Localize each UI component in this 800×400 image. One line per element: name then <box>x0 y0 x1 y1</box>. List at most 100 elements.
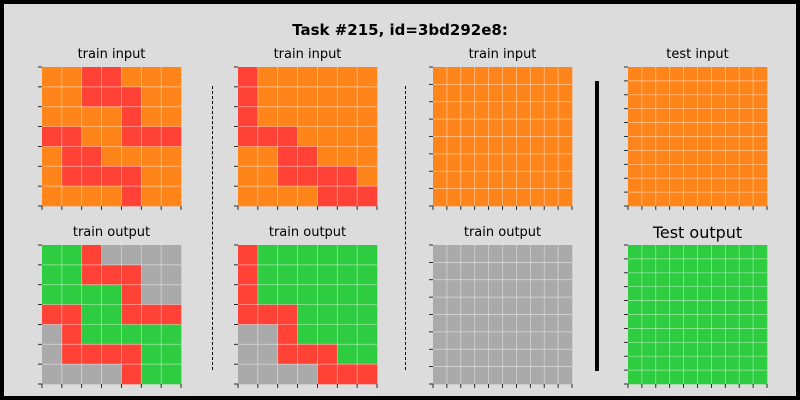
grid-cell <box>460 297 475 315</box>
grid-cell <box>161 106 182 127</box>
grid-cell <box>725 370 740 385</box>
grid-cell <box>121 344 142 365</box>
grid-cell <box>297 67 318 88</box>
grid-cell <box>530 153 545 172</box>
grid-cell <box>669 342 684 357</box>
grid-cell <box>61 106 83 127</box>
grid-cell <box>502 171 517 189</box>
grid-cell <box>558 366 573 385</box>
grid-cell <box>655 356 670 371</box>
grid-cell <box>81 126 102 147</box>
grid-cell <box>697 94 712 109</box>
grid-cell <box>317 264 338 286</box>
grid-cell <box>81 245 102 266</box>
grid-cell <box>516 188 531 207</box>
grid-cell <box>725 314 740 329</box>
grid-cell <box>516 119 531 137</box>
grid-cell <box>683 136 698 151</box>
pair-1-output-label: train output <box>72 225 151 240</box>
grid-cell <box>277 146 298 167</box>
grid-cell <box>725 150 740 165</box>
grid-cell <box>558 136 573 155</box>
grid-cell <box>121 324 142 345</box>
grid-cell <box>739 245 754 260</box>
grid-cell <box>446 119 462 137</box>
grid-cell <box>697 80 712 96</box>
grid-cell <box>739 328 754 343</box>
grid-cell <box>628 342 643 357</box>
grid-cell <box>161 264 182 286</box>
grid-cell <box>61 264 83 286</box>
test-output-grid <box>624 244 768 388</box>
grid-cell <box>725 122 740 137</box>
grid-cell <box>317 304 338 325</box>
grid-cell <box>101 364 122 385</box>
grid-cell <box>683 164 698 179</box>
grid-cell <box>337 264 358 286</box>
grid-cell <box>641 67 657 82</box>
grid-cell <box>516 331 531 350</box>
grid-cell <box>628 314 643 329</box>
grid-svg <box>429 244 573 388</box>
grid-cell <box>141 344 162 365</box>
grid-cell <box>81 344 102 365</box>
grid-cell <box>297 166 318 187</box>
grid-cell <box>669 136 684 151</box>
grid-cell <box>141 126 162 147</box>
grid-cell <box>641 245 657 260</box>
grid-cell <box>558 101 573 120</box>
grid-cell <box>697 370 712 385</box>
grid-cell <box>725 258 740 274</box>
grid-cell <box>739 80 754 96</box>
grid-cell <box>460 119 475 137</box>
grid-cell <box>628 150 643 165</box>
grid-cell <box>683 80 698 96</box>
grid-cell <box>628 370 643 385</box>
grid-cell <box>655 136 670 151</box>
grid-cell <box>739 342 754 357</box>
grid-cell <box>655 80 670 96</box>
grid-cell <box>544 297 559 315</box>
grid-cell <box>446 136 462 155</box>
grid-cell <box>238 364 259 385</box>
grid-cell <box>628 272 643 287</box>
grid-cell <box>433 262 448 281</box>
grid-cell <box>357 186 378 207</box>
grid-cell <box>711 122 726 137</box>
grid-cell <box>558 67 573 85</box>
grid-cell <box>530 331 545 350</box>
grid-cell <box>655 67 670 82</box>
grid-cell <box>42 364 63 385</box>
grid-cell <box>357 344 378 365</box>
grid-cell <box>683 150 698 165</box>
grid-cell <box>544 153 559 172</box>
grid-cell <box>42 245 63 266</box>
grid-cell <box>121 126 142 147</box>
grid-cell <box>628 178 643 193</box>
grid-cell <box>753 245 768 260</box>
grid-cell <box>711 328 726 343</box>
grid-cell <box>121 146 142 167</box>
grid-cell <box>711 356 726 371</box>
grid-cell <box>655 108 670 123</box>
grid-cell <box>337 126 358 147</box>
grid-cell <box>739 178 754 193</box>
grid-cell <box>257 324 279 345</box>
grid-cell <box>257 67 279 88</box>
grid-cell <box>655 314 670 329</box>
grid-cell <box>697 286 712 301</box>
grid-cell <box>641 314 657 329</box>
grid-cell <box>697 67 712 82</box>
grid-cell <box>277 304 298 325</box>
grid-cell <box>488 366 503 385</box>
grid-cell <box>628 108 643 123</box>
grid-cell <box>460 314 475 333</box>
grid-cell <box>238 106 259 127</box>
grid-cell <box>711 164 726 179</box>
grid-cell <box>655 192 670 207</box>
grid-cell <box>277 324 298 345</box>
grid-cell <box>238 304 259 325</box>
grid-cell <box>669 314 684 329</box>
grid-cell <box>641 164 657 179</box>
grid-cell <box>337 304 358 325</box>
